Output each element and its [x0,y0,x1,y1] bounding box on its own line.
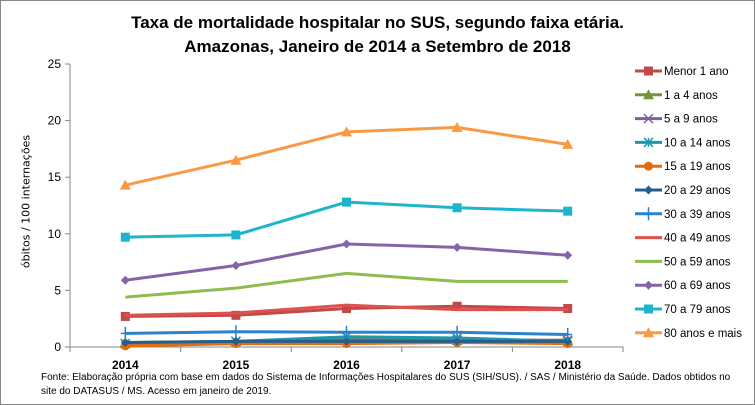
data-point [563,336,573,346]
data-point [452,325,462,339]
data-point [563,250,573,260]
data-point [342,239,351,249]
data-point [563,328,573,342]
y-tick-label: 15 [48,170,62,184]
series-40-a-49-anos [125,303,568,317]
legend-marker [644,304,653,314]
data-point [451,121,463,132]
data-point [342,336,351,346]
legend-marker [644,185,653,195]
x-tick-label: 2015 [223,358,250,372]
legend-item: 40 a 49 anos [635,233,731,245]
data-point [230,154,242,165]
series-70-a-79-anos [120,197,573,242]
data-point [231,325,241,339]
x-tick-label: 2017 [444,358,471,372]
legend-label: 70 a 79 anos [664,304,731,316]
legend-label: 10 a 14 anos [664,137,731,149]
chart-title-block: Taxa de mortalidade hospitalar no SUS, s… [1,11,754,59]
legend-item: 70 a 79 anos [635,304,731,316]
data-point [452,336,462,346]
legend-label: 1 a 4 anos [664,90,718,102]
legend-marker [644,161,653,171]
legend-label: Menor 1 ano [664,66,729,78]
data-point [120,275,130,285]
series-50-a-59-anos [125,271,568,299]
chart-title: Taxa de mortalidade hospitalar no SUS, s… [131,13,624,32]
legend-label: 50 a 59 anos [664,256,731,268]
legend-item: 5 a 9 anos [635,113,718,126]
data-point [563,206,573,216]
data-point [452,242,462,252]
data-point [231,260,241,270]
data-point [452,301,462,311]
data-point [341,126,352,137]
data-point [231,230,241,240]
legend-label: 15 a 19 anos [664,161,731,173]
y-tick-label: 10 [48,227,62,241]
series-line [125,303,568,317]
series-60-a-69-anos [120,239,573,285]
legend-item: 1 a 4 anos [635,89,718,102]
legend-label: 5 a 9 anos [664,114,718,126]
legend-label: 40 a 49 anos [664,233,731,245]
data-point [120,326,130,340]
legend-item: 60 a 69 anos [635,280,731,292]
data-point [342,197,351,207]
legend-label: 30 a 39 anos [664,209,731,221]
y-tick-label: 5 [54,283,61,297]
x-tick-label: 2014 [112,358,139,372]
legend-marker [643,327,654,338]
legend-marker [644,280,653,290]
series-line [125,271,568,299]
x-tick-label: 2018 [554,358,581,372]
data-point [120,232,130,242]
legend-marker [643,89,654,100]
legend-item: 80 anos e mais [635,327,742,340]
series-30-a-39-anos [120,325,573,342]
y-tick-label: 25 [48,57,62,71]
data-point [119,179,131,190]
y-tick-label: 20 [48,114,62,128]
legend-label: 80 anos e mais [664,328,742,340]
x-tick-label: 2016 [333,358,360,372]
data-point [342,325,351,339]
legend-item: Menor 1 ano [635,66,729,78]
legend-item: 30 a 39 anos [635,207,731,221]
y-tick-label: 0 [54,340,61,354]
source-note: Fonte: Elaboração própria com base em da… [41,372,731,397]
legend-marker [643,113,654,124]
series-80-anos-e-mais [119,121,574,190]
legend-item: 15 a 19 anos [635,161,731,173]
data-point [452,203,462,213]
data-point [120,337,130,347]
legend-item: 50 a 59 anos [635,256,731,268]
data-point [231,310,241,320]
series-line [125,200,568,239]
legend-marker [644,66,653,76]
data-point [562,138,574,149]
legend-item: 10 a 14 anos [635,137,731,149]
chart-subtitle: Amazonas, Janeiro de 2014 a Setembro de … [184,37,571,56]
legend-marker [643,137,654,148]
data-point [342,304,351,314]
legend-label: 20 a 29 anos [664,185,731,197]
data-point [231,336,241,346]
legend-label: 60 a 69 anos [664,280,731,292]
legend-item: 20 a 29 anos [635,185,731,197]
legend-marker [644,207,653,221]
data-point [120,311,130,321]
series-20-a-29-anos [120,336,573,347]
